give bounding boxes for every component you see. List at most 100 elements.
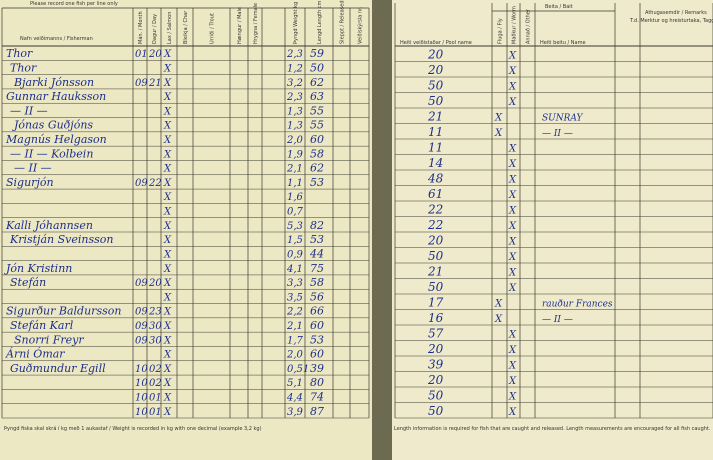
day: 20 (148, 49, 162, 60)
remarks-note: T.d. Merktur og hreisturtaka, Tagged, Sc… (629, 18, 713, 24)
species-mark: X (163, 278, 172, 289)
species-mark: X (163, 135, 172, 146)
worm-mark: X (508, 97, 517, 108)
weight: 3,9 (287, 407, 304, 418)
column-header: Veiðiskýrsla nr. (357, 6, 364, 44)
pool-name: 50 (428, 280, 444, 294)
species-mark: X (163, 307, 172, 318)
pool-name: 11 (428, 125, 443, 139)
worm-mark: X (508, 159, 517, 170)
day: 21 (148, 78, 162, 89)
species-mark: X (163, 192, 172, 203)
column-header: Þyngd Weight kg (293, 2, 299, 44)
fisherman-name: Stefán (10, 276, 46, 289)
weight: 4,1 (286, 264, 303, 275)
length: 55 (310, 104, 324, 117)
species-mark: X (163, 407, 172, 418)
weight: 2,0 (286, 135, 304, 146)
species-mark: X (163, 235, 172, 246)
fisherman-name: — II — Kolbein (10, 147, 93, 160)
weight: 2,1 (286, 164, 303, 175)
pool-name: 50 (428, 78, 444, 92)
worm-mark: X (508, 329, 517, 340)
worm-mark: X (508, 407, 517, 418)
weight: 4,4 (286, 393, 303, 404)
month: 10 (135, 364, 148, 375)
worm-mark: X (508, 190, 517, 201)
month: 09 (135, 278, 148, 289)
worm-mark: X (508, 267, 517, 278)
species-mark: X (163, 321, 172, 332)
species-mark: X (163, 364, 172, 375)
length: 50 (310, 61, 324, 74)
species-mark: X (163, 178, 172, 189)
worm-mark: X (508, 174, 517, 185)
weight: 1,5 (287, 235, 303, 246)
pool-name: 57 (428, 326, 444, 340)
month: 09 (135, 335, 148, 346)
species-mark: X (163, 121, 172, 132)
pool-name: 50 (428, 404, 444, 418)
spine (372, 0, 392, 460)
worm-mark: X (508, 50, 517, 61)
weight: 1,3 (287, 121, 303, 132)
length: 63 (310, 90, 324, 103)
bait-name: rauður Frances (542, 298, 613, 309)
month: 10 (135, 407, 148, 418)
fisherman-name: Kalli Jóhannsen (5, 219, 93, 232)
column-header: Sleppt / Released (340, 0, 346, 44)
day: 01 (149, 407, 162, 418)
month: 09 (135, 178, 148, 189)
bait-name: SUNRAY (542, 113, 584, 123)
length: 53 (310, 233, 324, 246)
species-mark: X (163, 249, 172, 260)
fisherman-name: Stefán Karl (10, 319, 74, 332)
length: 60 (310, 133, 324, 146)
day: 30 (149, 335, 162, 346)
weight: 1,2 (287, 63, 303, 74)
pool-name: 48 (427, 171, 444, 185)
fisherman-name: Thor (10, 61, 37, 74)
length: 75 (310, 262, 324, 275)
worm-mark: X (508, 143, 517, 154)
fisherman-name: Árni Ómar (5, 347, 65, 361)
column-header: Hrygna / Female (253, 3, 259, 44)
column-header: Mán. / Month (137, 11, 144, 44)
species-mark: X (163, 393, 172, 404)
pool-name: 20 (427, 342, 444, 356)
pool-name: 17 (428, 295, 444, 309)
pool-name: 22 (427, 202, 443, 216)
pool-name: 16 (428, 311, 444, 325)
day: 02 (149, 364, 162, 375)
fisherman-name: Jón Kristinn (4, 262, 72, 275)
month: 09 (135, 307, 148, 318)
day: 22 (148, 178, 162, 189)
column-header: Lax / Salmon (167, 12, 173, 44)
length: 55 (310, 119, 324, 132)
species-mark: X (163, 207, 172, 218)
fisherman-name: Sigurjón (6, 176, 54, 189)
footer-note: Þyngd fiska skal skrá í kg með 1 aukasta… (4, 425, 262, 432)
fisherman-name: Bjarki Jónsson (13, 76, 94, 89)
weight: 0,51 (287, 364, 309, 375)
fisherman-name: Kristján Sveinsson (9, 233, 113, 246)
pool-name: 21 (427, 109, 443, 123)
column-header: Dagur / Day (152, 14, 158, 44)
fisherman-name: Snorri Freyr (14, 333, 84, 346)
column-header: Hængur / Male (237, 7, 243, 44)
weight: 1,3 (287, 106, 303, 117)
length: 62 (310, 162, 324, 175)
species-mark: X (163, 63, 172, 74)
day: 02 (149, 378, 162, 389)
fisherman-name: — II — (10, 104, 48, 117)
day: 01 (149, 393, 162, 404)
month: 09 (135, 78, 148, 89)
fly-mark: X (494, 112, 503, 123)
species-mark: X (163, 292, 172, 303)
weight: 2,1 (286, 321, 303, 332)
weight: 1,7 (287, 335, 304, 346)
species-mark: X (163, 164, 172, 175)
worm-mark: X (508, 391, 517, 402)
